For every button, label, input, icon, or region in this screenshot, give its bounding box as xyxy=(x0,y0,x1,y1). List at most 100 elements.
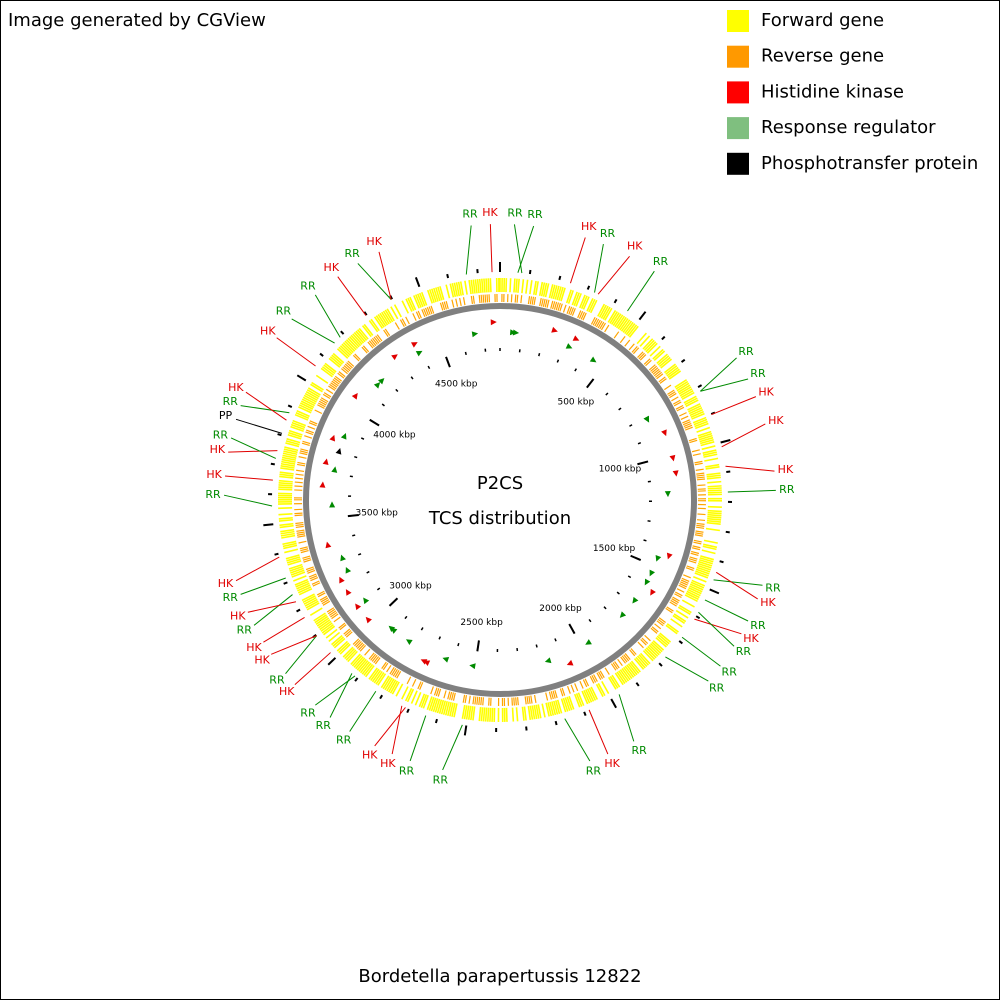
feature-label: RR xyxy=(722,666,738,679)
feature-label: RR xyxy=(336,734,352,747)
forward-gene xyxy=(278,508,292,509)
ruler-label: 4500 kbp xyxy=(435,379,478,389)
outer-tick xyxy=(278,434,282,435)
ruler-minor xyxy=(644,540,647,541)
feature-label: RR xyxy=(276,305,292,318)
feature-label: HK xyxy=(362,749,378,762)
feature-label: RR xyxy=(750,367,766,380)
feature-label: RR xyxy=(433,774,449,787)
ruler-minor xyxy=(458,643,459,646)
forward-gene xyxy=(490,708,491,722)
forward-gene xyxy=(486,708,487,722)
outer-tick xyxy=(263,524,273,525)
ruler-minor xyxy=(638,443,641,444)
reverse-gene xyxy=(294,513,302,514)
ruler-minor xyxy=(352,535,355,536)
reverse-gene xyxy=(479,295,480,303)
ruler-label: 3500 kbp xyxy=(355,509,398,519)
caption: Bordetella parapertussis 12822 xyxy=(358,966,641,987)
reverse-gene xyxy=(698,514,706,515)
reverse-gene xyxy=(514,698,515,706)
feature-label: HK xyxy=(380,757,396,770)
forward-gene xyxy=(486,278,487,292)
reverse-gene xyxy=(295,515,303,516)
feature-label: HK xyxy=(627,240,643,253)
feature-label: HK xyxy=(230,610,246,623)
reverse-gene xyxy=(483,295,484,303)
reverse-gene xyxy=(481,295,482,303)
center-subtitle: TCS distribution xyxy=(428,508,571,529)
ruler-label: 1000 kbp xyxy=(599,464,642,474)
reverse-gene xyxy=(517,295,518,303)
outer-tick xyxy=(271,464,275,465)
feature-label: PP xyxy=(219,409,233,422)
forward-gene xyxy=(278,514,292,515)
ruler-minor xyxy=(354,457,357,458)
reverse-gene xyxy=(295,482,303,483)
feature-label: RR xyxy=(205,488,221,501)
ruler-label: 2500 kbp xyxy=(460,618,503,628)
reverse-gene xyxy=(697,520,705,521)
legend-label: Histidine kinase xyxy=(761,81,904,102)
forward-gene xyxy=(510,278,511,292)
feature-label: HK xyxy=(260,324,276,337)
outer-tick xyxy=(447,274,448,278)
reverse-gene xyxy=(521,295,522,303)
forward-gene xyxy=(708,490,722,491)
reverse-gene xyxy=(483,697,484,705)
feature-label: HK xyxy=(758,385,774,398)
forward-gene xyxy=(708,511,722,512)
reverse-gene xyxy=(516,697,517,705)
feature-label: HK xyxy=(366,235,382,248)
legend-label: Reverse gene xyxy=(761,46,884,67)
outer-tick xyxy=(720,561,724,562)
forward-gene xyxy=(708,486,722,487)
forward-gene xyxy=(514,279,515,293)
feature-label: RR xyxy=(213,428,229,441)
legend-swatch xyxy=(727,117,749,139)
feature-label: RR xyxy=(600,227,616,240)
feature-label: HK xyxy=(482,206,498,219)
legend-swatch xyxy=(727,46,749,68)
forward-gene xyxy=(484,279,485,293)
feature-label: RR xyxy=(223,591,239,604)
ruler-minor xyxy=(536,645,537,648)
ruler-minor xyxy=(555,638,556,641)
legend-label: Forward gene xyxy=(761,10,884,31)
forward-gene xyxy=(492,708,493,722)
feature-label: HK xyxy=(760,596,776,609)
forward-gene xyxy=(278,489,292,490)
feature-label: RR xyxy=(779,483,795,496)
feature-label: RR xyxy=(300,706,316,719)
feature-label: RR xyxy=(653,255,669,268)
forward-gene xyxy=(279,485,293,486)
feature-label: RR xyxy=(527,208,543,221)
feature-label: RR xyxy=(269,674,285,687)
feature-label: HK xyxy=(210,443,226,456)
feature-label: HK xyxy=(254,653,270,666)
legend-label: Phosphotransfer protein xyxy=(761,153,978,174)
reverse-gene xyxy=(479,697,480,705)
feature-label: HK xyxy=(279,685,295,698)
feature-label: HK xyxy=(228,381,244,394)
outer-tick xyxy=(559,276,560,280)
feature-label: RR xyxy=(631,744,647,757)
legend-swatch xyxy=(727,153,749,175)
feature-label: RR xyxy=(462,208,478,221)
ruler-minor xyxy=(539,353,540,356)
feature-label: RR xyxy=(316,719,332,732)
ruler-label: 2000 kbp xyxy=(539,604,582,614)
feature-label: RR xyxy=(738,345,754,358)
forward-gene xyxy=(513,708,514,722)
feature-label: RR xyxy=(586,764,602,777)
reverse-gene xyxy=(515,295,516,303)
outer-tick xyxy=(275,554,279,555)
feature-label: HK xyxy=(324,261,340,274)
feature-label: RR xyxy=(223,395,239,408)
ruler-label: 4000 kbp xyxy=(373,430,416,440)
ruler-minor xyxy=(358,554,361,555)
reverse-gene xyxy=(697,485,705,486)
legend-label: Response regulator xyxy=(761,117,936,138)
